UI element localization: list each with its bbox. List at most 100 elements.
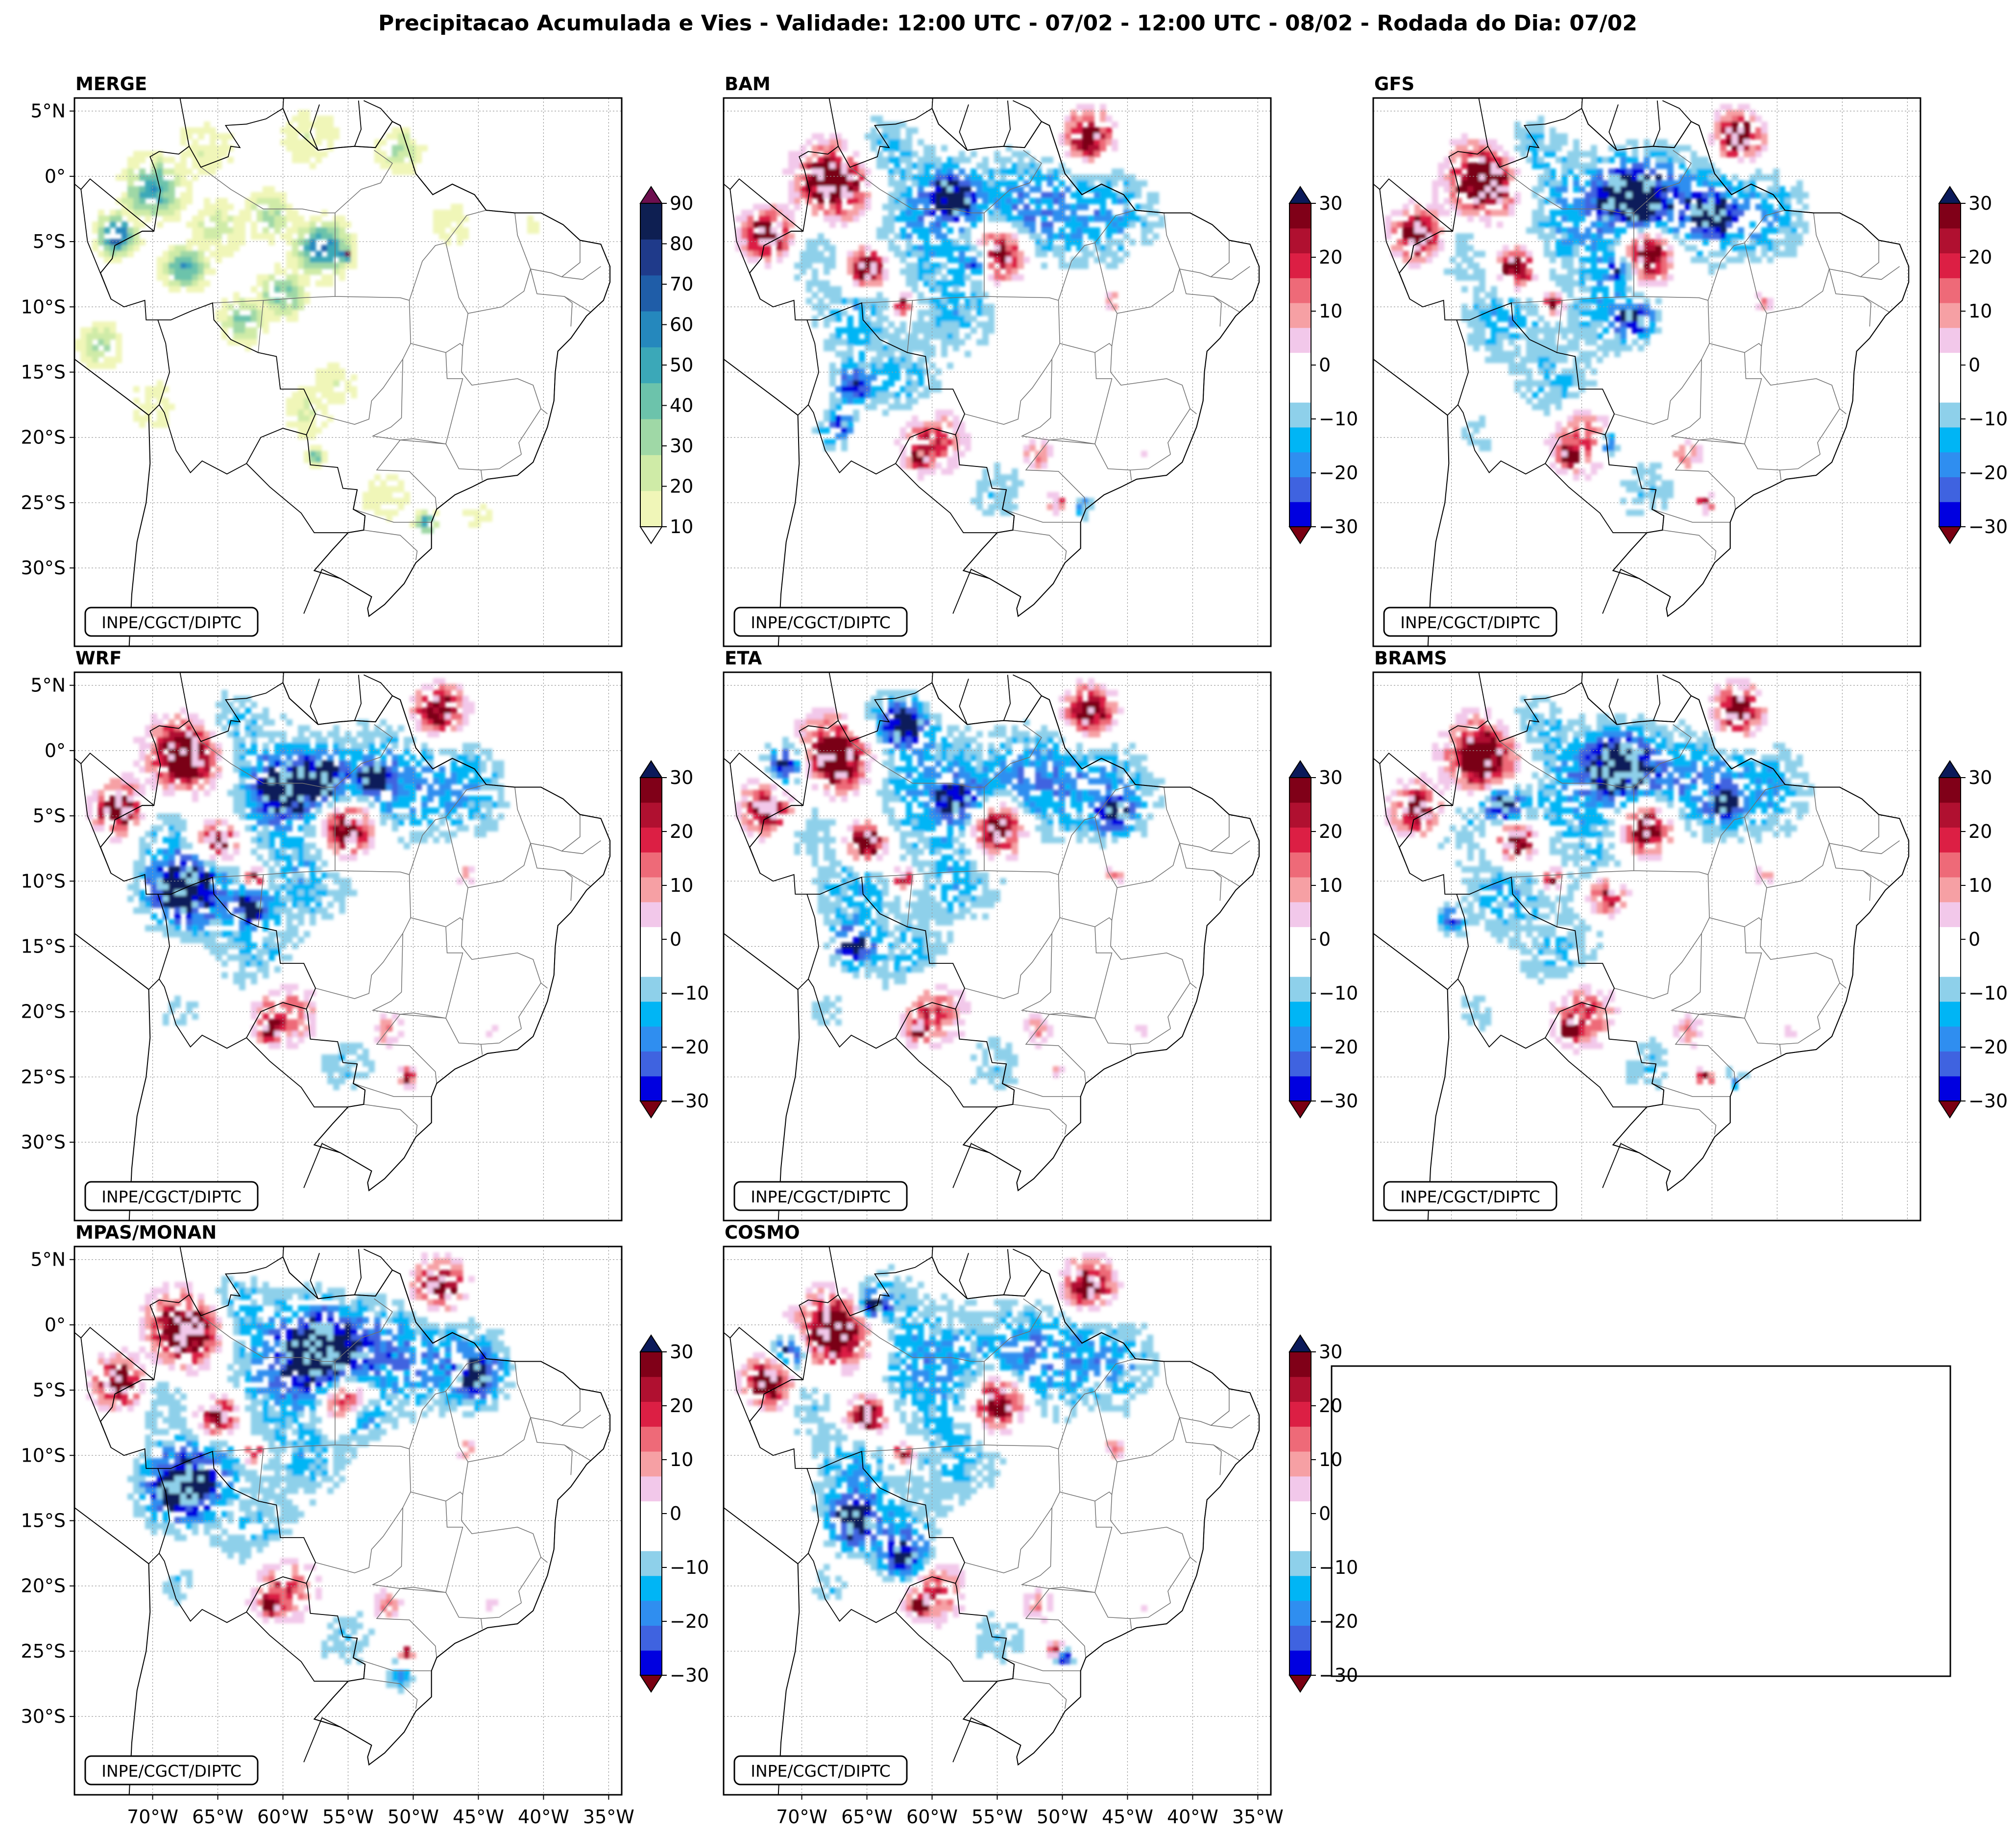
colorbar-swatch (1289, 278, 1311, 303)
colorbar-swatch (1939, 852, 1961, 878)
brams-field (1385, 678, 1815, 1090)
colorbar-swatch (1939, 778, 1961, 803)
colorbar-swatch (640, 1551, 662, 1576)
colorbar-tick-label: 10 (670, 516, 693, 538)
colorbar-swatch (640, 311, 662, 347)
colorbar-swatch (640, 1451, 662, 1477)
brams-state-borders (1499, 724, 1900, 1135)
panel-grid: MERGE INPE/CGCT/DIPTC 5°N 0° 5°S 10°S 15°S 20°S… (21, 73, 2008, 1828)
merge-panel-title: MERGE (75, 73, 147, 95)
gfs-state-borders (1499, 149, 1900, 561)
colorbar-tick-label: 30 (1319, 1341, 1342, 1363)
colorbar-tick-label: 60 (670, 314, 693, 336)
colorbar-swatch (1289, 303, 1311, 328)
eta-colorbar: 30 20 10 0 −10 −20 −30 (1288, 760, 1358, 1119)
colorbar-swatch (1289, 402, 1311, 428)
colorbar-tick-label: 10 (1319, 300, 1342, 322)
lon-tick-label: 40°W (1167, 1806, 1218, 1828)
colorbar-tick-label: 30 (670, 767, 693, 788)
colorbar-swatch (640, 1476, 662, 1502)
colorbar-tick-label: −10 (1968, 982, 2008, 1004)
bam-map (724, 98, 1271, 646)
panel-brams: BRAMS INPE/CGCT/DIPTC 30 20 10 0 −10 −20 −30 (1372, 648, 2008, 1222)
panel-mpas: MPAS/MONAN INPE/CGCT/DIPTC 5°N 0° 5°S 10°S 15°… (21, 1222, 709, 1828)
lon-tick-label: 65°W (841, 1806, 893, 1828)
colorbar-tick-label: 0 (670, 929, 681, 950)
lon-tick-label: 65°W (192, 1806, 243, 1828)
lat-tick-label: 25°S (21, 1640, 66, 1662)
colorbar-tick-label: −10 (670, 982, 709, 1004)
colorbar-swatch (1289, 253, 1311, 278)
panel-eta: ETA INPE/CGCT/DIPTC 30 20 10 0 −10 −20 −30 (723, 648, 1358, 1222)
colorbar-swatch (1939, 377, 1961, 403)
colorbar-swatch (1939, 228, 1961, 254)
colorbar-tick-label: 70 (670, 273, 693, 295)
lat-tick-label: 30°S (21, 1131, 66, 1153)
lat-tick-label: 15°S (21, 936, 66, 957)
colorbar-tick-label: −20 (670, 1036, 709, 1058)
colorbar-swatch (1289, 877, 1311, 903)
colorbar-extend-max (639, 186, 663, 204)
gfs-axes-frame (1372, 97, 1921, 647)
colorbar-swatch (1939, 877, 1961, 903)
wrf-panel-title: WRF (75, 648, 122, 669)
lat-tick-label: 30°S (21, 557, 66, 579)
colorbar-swatch (1939, 1026, 1961, 1051)
lat-tick-label: 10°S (21, 296, 66, 318)
panel-bam: BAM INPE/CGCT/DIPTC 30 20 10 0 −10 −20 −30 (723, 73, 1358, 647)
colorbar-swatch (640, 203, 662, 240)
colorbar-tick-label: 10 (1319, 875, 1342, 896)
lon-tick-label: 50°W (1037, 1806, 1088, 1828)
colorbar-extend-min (639, 526, 663, 544)
colorbar-extend-min (1938, 526, 1962, 544)
panel-merge: MERGE INPE/CGCT/DIPTC 5°N 0° 5°S 10°S 15°S 20°S… (21, 73, 693, 647)
colorbar-tick-label: −30 (1319, 1090, 1358, 1112)
colorbar-swatch (1939, 1001, 1961, 1027)
colorbar-swatch (1289, 1051, 1311, 1076)
lon-tick-label: 60°W (257, 1806, 309, 1828)
colorbar-swatch (1939, 327, 1961, 353)
colorbar-swatch (1289, 477, 1311, 502)
mpas-gridlines (74, 1247, 622, 1795)
colorbar-swatch (1289, 1501, 1311, 1526)
gfs-gridlines (1373, 98, 1920, 646)
credit-label: INPE/CGCT/DIPTC (1400, 1187, 1540, 1206)
wrf-map (74, 672, 622, 1221)
colorbar-swatch (640, 383, 662, 419)
colorbar-extend-min (1288, 526, 1312, 544)
cosmo-credit-box: INPE/CGCT/DIPTC (733, 1755, 908, 1785)
colorbar-swatch (640, 852, 662, 878)
bam-credit-box: INPE/CGCT/DIPTC (733, 607, 908, 637)
colorbar-swatch (1289, 1600, 1311, 1626)
colorbar-tick-label: −20 (1968, 1036, 2008, 1058)
wrf-gridlines (74, 672, 622, 1221)
colorbar-swatch (1939, 278, 1961, 303)
colorbar-swatch (1939, 977, 1961, 1002)
colorbar-swatch (1939, 452, 1961, 477)
colorbar-tick-label: −10 (670, 1557, 709, 1578)
colorbar-swatch (640, 419, 662, 455)
gfs-brazil-outline (1399, 107, 1909, 617)
colorbar-swatch (1939, 502, 1961, 527)
colorbar-extend-max (1288, 1334, 1312, 1352)
colorbar-swatch (1289, 1376, 1311, 1402)
brams-map (1373, 672, 1920, 1221)
colorbar-tick-label: 0 (1968, 929, 1980, 950)
colorbar-tick-label: 20 (1319, 1395, 1342, 1417)
colorbar-swatch (640, 977, 662, 1002)
colorbar-swatch (1289, 1426, 1311, 1452)
colorbar-tick-label: −20 (1319, 1611, 1358, 1632)
colorbar-tick-label: −20 (1968, 462, 2008, 484)
merge-credit-box: INPE/CGCT/DIPTC (84, 607, 259, 637)
wrf-state-borders (200, 724, 601, 1135)
colorbar-swatch (1289, 852, 1311, 878)
lon-tick-label: 70°W (127, 1806, 178, 1828)
lat-tick-label: 0° (45, 166, 66, 187)
brams-panel-title: BRAMS (1374, 648, 1447, 669)
lon-tick-label: 60°W (906, 1806, 958, 1828)
colorbar-swatch (1289, 377, 1311, 403)
colorbar-swatch (1289, 977, 1311, 1002)
colorbar-tick-label: 20 (670, 821, 693, 842)
colorbar-swatch (640, 877, 662, 903)
